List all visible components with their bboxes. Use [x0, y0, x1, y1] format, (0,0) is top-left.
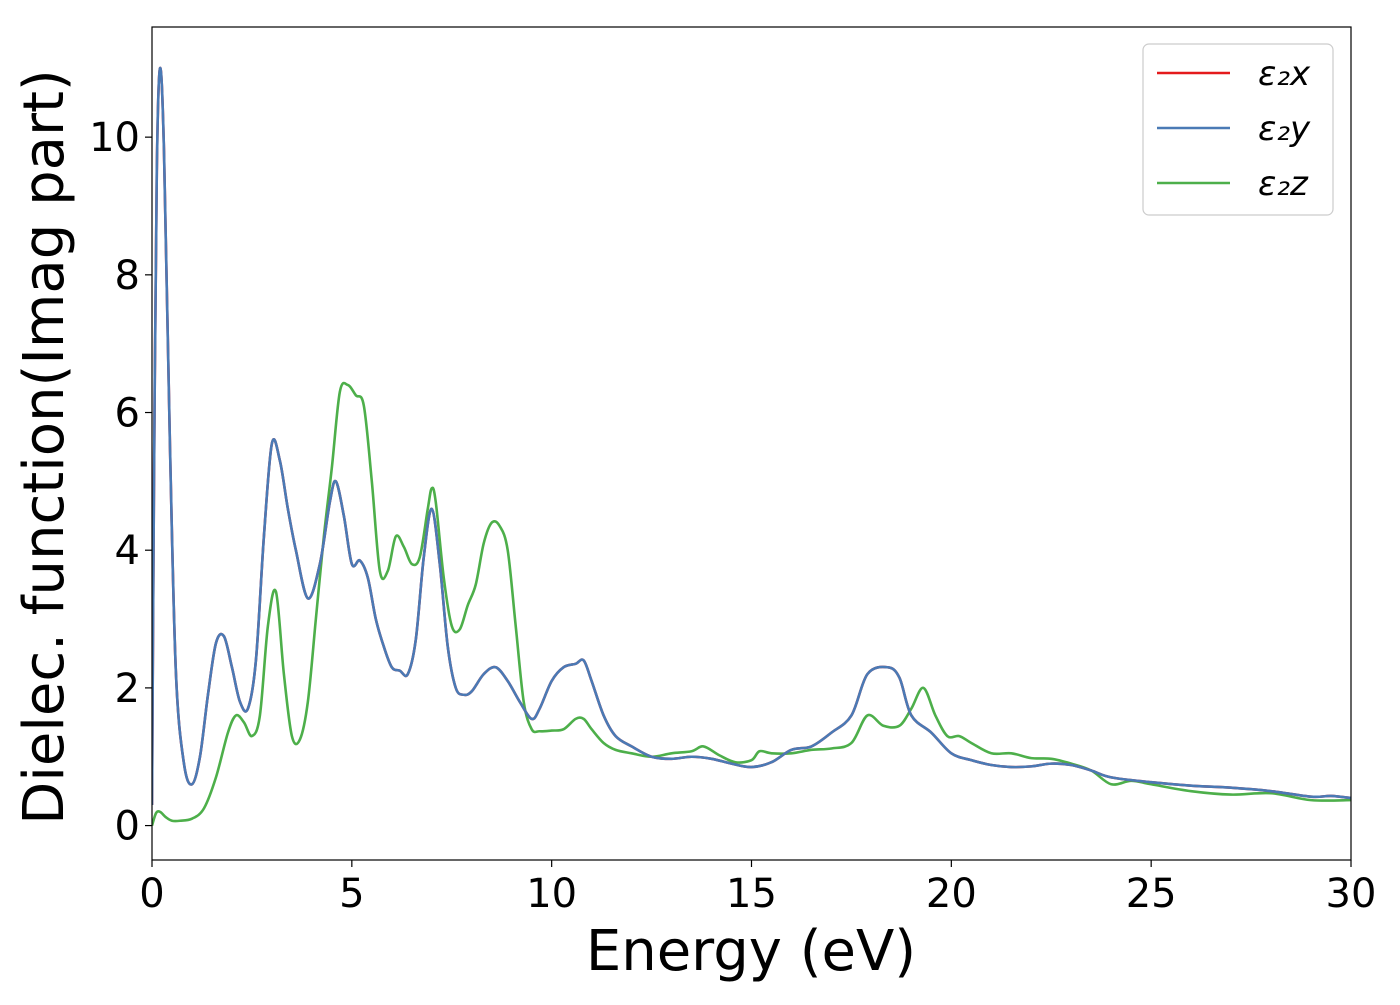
legend: ε₂x ε₂y ε₂z — [1142, 43, 1334, 216]
series-layer — [152, 66, 1351, 826]
x-tick-label: 15 — [726, 871, 777, 917]
ticks-layer: 0 5 10 15 20 25 30 0 2 4 6 8 10 — [89, 115, 1376, 917]
legend-label: ε₂z — [1258, 164, 1309, 204]
y-tick-label: 2 — [115, 666, 140, 712]
y-tick-label: 8 — [115, 253, 140, 299]
x-tick-label: 20 — [926, 871, 977, 917]
series-line-1 — [152, 66, 1351, 805]
y-tick-label: 10 — [89, 115, 140, 161]
y-axis-title: Dielec. function(Imag part) — [12, 69, 77, 825]
y-tick-label: 4 — [115, 528, 140, 574]
x-tick-label: 30 — [1326, 871, 1377, 917]
x-axis-title: Energy (eV) — [586, 919, 916, 984]
x-tick-label: 0 — [139, 871, 164, 917]
plot-frame — [151, 26, 1352, 861]
legend-box — [1142, 43, 1334, 216]
y-tick-label: 0 — [115, 804, 140, 850]
legend-label: ε₂y — [1258, 109, 1311, 149]
legend-label: ε₂x — [1258, 54, 1311, 94]
series-line-2 — [152, 381, 1351, 826]
y-tick-label: 6 — [115, 391, 140, 437]
x-tick-label: 5 — [339, 871, 364, 917]
x-tick-label: 10 — [526, 871, 577, 917]
x-tick-label: 25 — [1126, 871, 1177, 917]
